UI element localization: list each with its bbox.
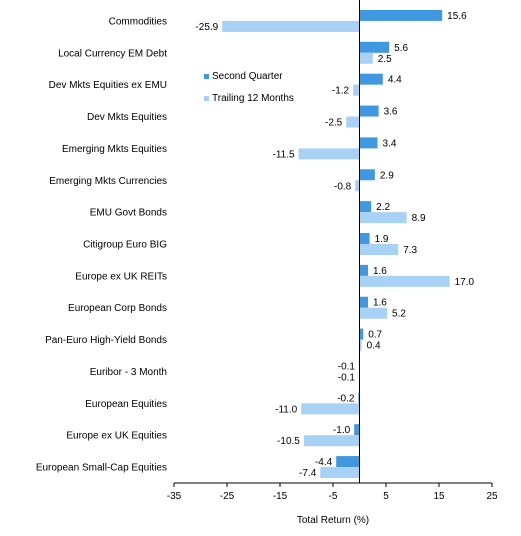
category-label: Local Currency EM Debt [58,48,167,59]
x-tick-label: 25 [486,491,498,502]
bar-second-quarter [359,9,443,21]
x-axis: -35 -25 -15 -5 5 15 25 [167,0,498,502]
bar-trailing-12-months [359,339,362,351]
category-label: Euribor - 3 Month [90,367,167,378]
x-tick-label: -5 [329,491,338,502]
category-label: Emerging Mkts Equities [62,144,167,155]
data-label: 7.3 [403,245,417,256]
category-label: Dev Mkts Equities ex EMU [49,80,167,91]
value-labels: 15.6 -25.9 5.62.5 4.4 -1.2 3.6 -2.5 3.4 -11.5 2.9… [195,11,474,479]
data-label: 4.4 [388,75,402,86]
data-label: 2.2 [376,202,390,213]
bar-second-quarter [336,456,360,468]
data-label: -1.0 [333,425,351,436]
data-label: -1.2 [332,86,350,97]
bar-second-quarter [359,169,375,181]
x-tick-label: -25 [220,491,235,502]
category-label: Dev Mkts Equities [87,112,167,123]
data-label: -10.5 [277,436,300,447]
legend-swatch [204,74,209,79]
x-axis-title: Total Return (%) [297,515,369,526]
data-label: 1.6 [373,266,387,277]
bar-trailing-12-months [303,435,360,447]
data-label: -0.8 [334,181,352,192]
bar-trailing-12-months [320,467,360,479]
bar-trailing-12-months [359,52,373,64]
bar-second-quarter [354,424,360,436]
data-label: -4.4 [315,457,333,468]
data-label: 1.9 [375,234,389,245]
x-tick-label: 15 [433,491,445,502]
category-labels: Commodities Local Currency EM Debt Dev Mkt… [36,16,167,473]
bar-second-quarter [359,201,372,213]
bar-trailing-12-months [353,84,360,96]
data-label: -0.2 [337,393,355,404]
bar-second-quarter [358,392,360,404]
category-label: Citigroup Euro BIG [83,240,167,251]
data-label: -25.9 [195,22,218,33]
data-label: -0.1 [338,372,356,383]
category-label: Commodities [109,16,167,27]
legend: Second Quarter Trailing 12 Months [204,71,294,104]
x-tick-label: -15 [273,491,288,502]
bar-second-quarter [359,105,379,117]
data-label: -11.5 [272,149,294,160]
data-label: 3.4 [383,138,397,149]
data-label: 8.9 [412,213,426,224]
bar-second-quarter [359,73,383,85]
legend-label: Second Quarter [212,71,283,82]
bar-trailing-12-months [359,275,450,287]
category-label: EMU Govt Bonds [90,208,167,219]
category-label: European Equities [85,399,167,410]
bar-trailing-12-months [359,307,388,319]
bar-second-quarter [359,41,390,53]
data-label: 5.2 [392,309,406,320]
data-label: 2.5 [378,54,392,65]
data-label: 17.0 [455,277,475,288]
data-label: 0.4 [367,341,381,352]
category-label: Europe ex UK Equities [66,431,167,442]
bar-second-quarter [359,264,368,276]
data-label: 5.6 [394,43,408,54]
bar-trailing-12-months [359,244,399,255]
data-label: 1.6 [373,298,387,309]
data-label: -0.1 [338,361,356,372]
bars [222,9,450,479]
data-label: 0.7 [368,330,382,341]
legend-swatch [204,96,209,101]
bar-trailing-12-months [359,212,407,224]
category-label: Pan-Euro High-Yield Bonds [45,335,167,346]
data-label: -2.5 [325,118,343,129]
category-label: European Corp Bonds [68,303,167,314]
x-tick-label: -35 [167,491,182,502]
data-label: 2.9 [380,170,394,181]
category-label: European Small-Cap Equities [36,463,167,474]
bar-trailing-12-months [355,180,360,192]
bar-trailing-12-months [301,403,360,415]
bar-second-quarter [359,328,364,340]
bar-second-quarter [359,296,368,308]
data-label: 15.6 [447,11,467,22]
category-label: Emerging Mkts Currencies [49,176,167,187]
bar-second-quarter [359,233,370,244]
legend-label: Trailing 12 Months [212,93,294,104]
bar-trailing-12-months [222,20,360,32]
data-label: 3.6 [384,107,398,118]
bar-trailing-12-months [298,148,360,160]
data-label: -7.4 [299,468,317,479]
category-label: Europe ex UK REITs [75,271,167,282]
bar-trailing-12-months [346,116,360,128]
x-tick-label: 5 [383,491,389,502]
bar-second-quarter [359,137,378,149]
data-label: -11.0 [275,404,297,415]
